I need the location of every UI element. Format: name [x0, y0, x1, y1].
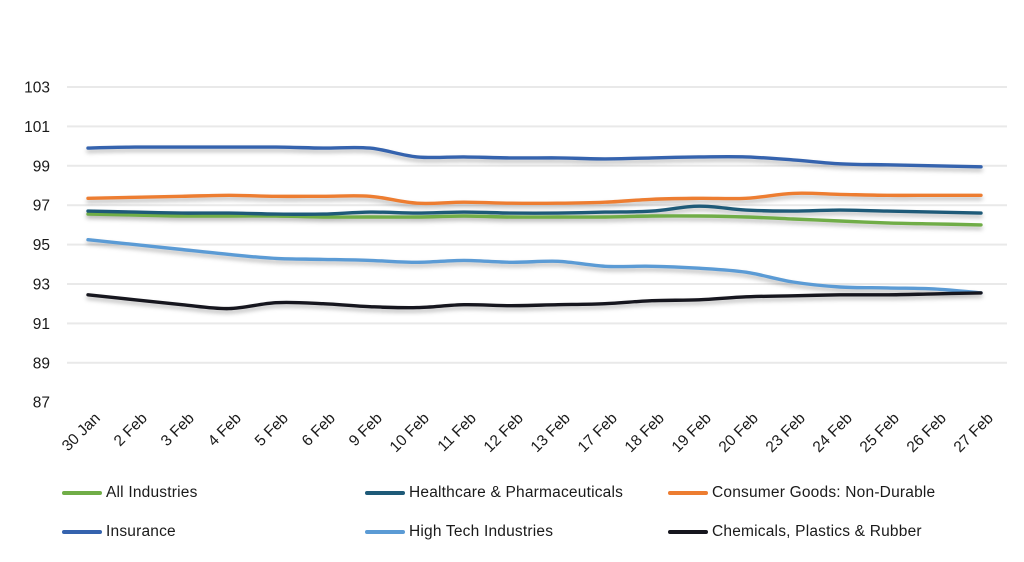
y-tick-label: 101: [24, 119, 50, 136]
legend-item-consumer-goods-non-durable: Consumer Goods: Non-Durable: [668, 483, 935, 503]
x-tick-label: 2 Feb: [111, 410, 151, 450]
y-tick-label: 87: [33, 395, 50, 412]
x-tick-label: 24 Feb: [810, 410, 856, 456]
x-tick-label: 13 Feb: [528, 410, 574, 456]
legend-item-insurance: Insurance: [62, 522, 176, 542]
line-chart: 87 89 91 93 95 97 99 101 103 30 Jan 2 Feb 3 Feb 4 Fe…: [24, 80, 1007, 456]
x-tick-label: 12 Feb: [481, 410, 527, 456]
legend-swatch-insurance: [62, 530, 102, 534]
legend-swatch-healthcare-pharmaceuticals: [365, 491, 405, 495]
legend-label: All Industries: [106, 484, 198, 501]
x-tick-label: 5 Feb: [252, 410, 292, 450]
y-tick-label: 95: [33, 237, 50, 254]
series-line-consumer-goods-non-durable: [86, 191, 983, 206]
x-tick-label: 25 Feb: [857, 410, 903, 456]
gridlines: [67, 86, 1007, 364]
x-tick-label: 27 Feb: [951, 410, 997, 456]
series-line-all-industries: [86, 212, 983, 227]
x-tick-label: 19 Feb: [669, 410, 715, 456]
x-tick-label: 20 Feb: [716, 410, 762, 456]
series-line-high-tech-industries: [86, 238, 983, 295]
y-tick-label: 99: [33, 158, 50, 175]
legend-swatch-chemicals-plastics-rubber: [668, 530, 708, 534]
x-tick-label: 3 Feb: [158, 410, 198, 450]
legend-label: Consumer Goods: Non-Durable: [712, 484, 936, 501]
legend-item-chemicals-plastics-rubber: Chemicals, Plastics & Rubber: [668, 522, 922, 542]
y-tick-label: 97: [33, 198, 50, 215]
x-axis-labels: 30 Jan 2 Feb 3 Feb 4 Feb 5 Feb 6 Feb 9 Feb 10 F…: [59, 410, 997, 456]
legend-label: Insurance: [106, 523, 176, 540]
legend-item-high-tech-industries: High Tech Industries: [365, 522, 553, 542]
series-line-healthcare-pharmaceuticals: [86, 204, 983, 216]
x-tick-label: 11 Feb: [434, 410, 479, 455]
x-tick-label: 23 Feb: [763, 410, 809, 456]
legend-label: Healthcare & Pharmaceuticals: [409, 484, 624, 501]
x-tick-label: 18 Feb: [622, 410, 668, 456]
legend-label: High Tech Industries: [409, 523, 554, 540]
legend-item-healthcare-pharmaceuticals: Healthcare & Pharmaceuticals: [365, 483, 623, 503]
x-tick-label: 10 Feb: [387, 410, 433, 456]
series-line-chemicals-plastics-rubber: [86, 291, 983, 311]
legend-item-all-industries: All Industries: [62, 483, 198, 503]
y-axis-labels: 87 89 91 93 95 97 99 101 103: [24, 80, 50, 412]
x-tick-label: 9 Feb: [346, 410, 386, 450]
x-tick-label: 6 Feb: [299, 410, 339, 450]
x-tick-label: 30 Jan: [59, 410, 104, 455]
y-tick-label: 103: [24, 80, 50, 97]
x-tick-label: 26 Feb: [904, 410, 950, 456]
y-tick-label: 93: [33, 277, 50, 294]
series-lines: [86, 145, 983, 311]
legend-label: Chemicals, Plastics & Rubber: [712, 523, 922, 540]
chart-legend: All Industries Healthcare & Pharmaceutica…: [0, 478, 1024, 562]
x-tick-label: 17 Feb: [575, 410, 621, 456]
y-tick-label: 89: [33, 355, 50, 372]
legend-swatch-all-industries: [62, 491, 102, 495]
legend-swatch-high-tech-industries: [365, 530, 405, 534]
series-line-insurance: [86, 145, 983, 169]
x-tick-label: 4 Feb: [205, 410, 245, 450]
legend-swatch-consumer-goods-non-durable: [668, 491, 708, 495]
y-tick-label: 91: [33, 316, 50, 333]
